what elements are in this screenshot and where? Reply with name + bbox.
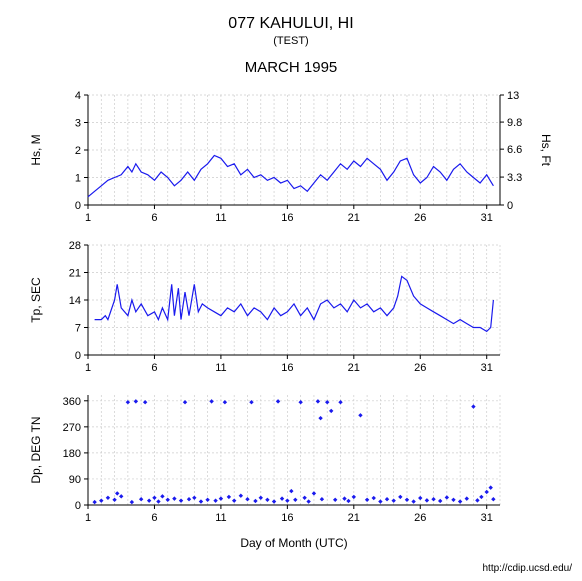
- ytick-label: 21: [69, 268, 81, 280]
- ylabel-left: Tp, SEC: [29, 277, 43, 323]
- ytick-label: 4: [75, 90, 81, 102]
- chart-subtitle: (TEST): [273, 35, 308, 47]
- ytick-label: 2: [75, 145, 81, 157]
- xtick-label: 26: [414, 212, 426, 224]
- ytick-right-label: 13: [507, 90, 519, 102]
- xtick-label: 6: [151, 212, 157, 224]
- xtick-label: 11: [215, 512, 226, 524]
- xtick-label: 16: [281, 212, 293, 224]
- ytick-right-label: 3.3: [507, 172, 522, 184]
- xtick-label: 21: [348, 212, 360, 224]
- xtick-label: 1: [85, 212, 91, 224]
- ytick-right-label: 9.8: [507, 117, 522, 129]
- ytick-label: 0: [75, 500, 81, 512]
- ytick-label: 90: [69, 474, 81, 486]
- xtick-label: 6: [151, 362, 157, 374]
- xlabel: Day of Month (UTC): [240, 536, 347, 550]
- xtick-label: 31: [481, 512, 493, 524]
- xtick-label: 1: [85, 362, 91, 374]
- ytick-label: 360: [63, 396, 81, 408]
- xtick-label: 31: [481, 212, 493, 224]
- xtick-label: 11: [215, 212, 226, 224]
- ytick-label: 0: [75, 200, 81, 212]
- ytick-label: 270: [63, 422, 81, 434]
- ytick-label: 14: [69, 295, 81, 307]
- ytick-label: 1: [75, 173, 81, 185]
- xtick-label: 21: [348, 362, 360, 374]
- ylabel-left: Hs, M: [29, 134, 43, 165]
- xtick-label: 16: [281, 512, 293, 524]
- xtick-label: 26: [414, 362, 426, 374]
- ytick-right-label: 6.6: [507, 144, 522, 156]
- wave-chart: 077 KAHULUI, HI(TEST)MARCH 19950123403.3…: [0, 0, 582, 581]
- ylabel-left: Dp, DEG TN: [29, 416, 43, 483]
- xtick-label: 31: [481, 362, 493, 374]
- ytick-label: 7: [75, 323, 81, 335]
- ytick-label: 28: [69, 240, 81, 252]
- ytick-label: 0: [75, 350, 81, 362]
- ylabel-right: Hs, Ft: [539, 134, 553, 167]
- ytick-label: 180: [63, 448, 81, 460]
- xtick-label: 21: [348, 512, 360, 524]
- xtick-label: 26: [414, 512, 426, 524]
- ytick-right-label: 0: [507, 200, 513, 212]
- chart-title: 077 KAHULUI, HI: [228, 15, 353, 32]
- xtick-label: 6: [151, 512, 157, 524]
- ytick-label: 3: [75, 118, 81, 130]
- xtick-label: 16: [281, 362, 293, 374]
- chart-month: MARCH 1995: [245, 59, 338, 76]
- xtick-label: 11: [215, 362, 226, 374]
- xtick-label: 1: [85, 512, 91, 524]
- footer-url: http://cdip.ucsd.edu/: [482, 563, 572, 574]
